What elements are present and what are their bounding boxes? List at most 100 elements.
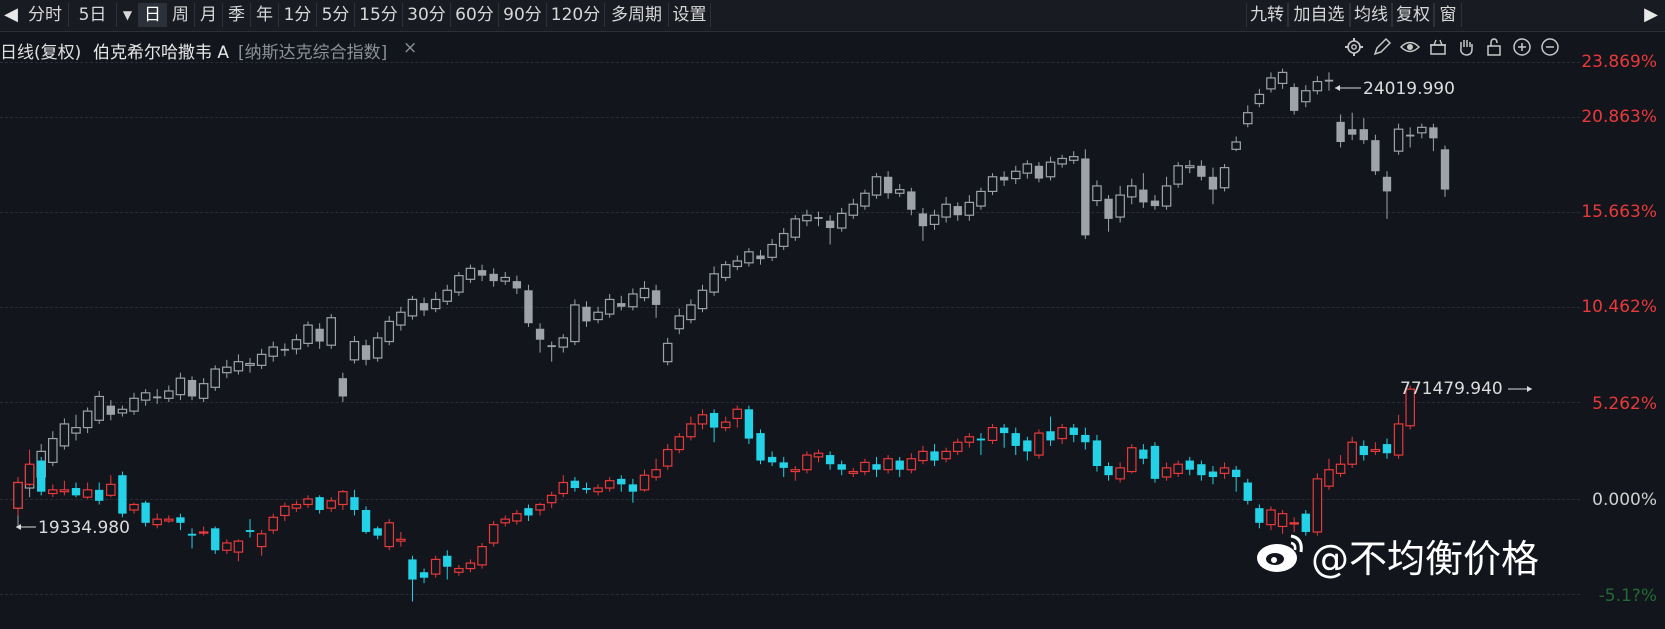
candlestick-chart[interactable] bbox=[0, 60, 1580, 629]
stock-candle-107 bbox=[1255, 504, 1264, 529]
right-toolbar-button-4[interactable]: 窗 bbox=[1434, 3, 1462, 27]
stock-candle-100 bbox=[1173, 460, 1183, 478]
index-candle-55 bbox=[651, 284, 661, 318]
period-button-2[interactable]: 日 bbox=[139, 3, 167, 27]
zoom-out-icon[interactable] bbox=[1539, 36, 1561, 58]
grid-line bbox=[0, 117, 1580, 118]
period-button-11[interactable]: 60分 bbox=[451, 3, 499, 27]
grid-line bbox=[0, 594, 1580, 595]
stock-candle-32 bbox=[384, 519, 395, 551]
stock-candle-108 bbox=[1266, 506, 1276, 531]
index-candle-52 bbox=[617, 295, 626, 311]
basket-icon[interactable] bbox=[1427, 36, 1449, 58]
period-button-8[interactable]: 5分 bbox=[317, 3, 355, 27]
pen-icon[interactable] bbox=[1371, 36, 1393, 58]
stock-candle-64 bbox=[756, 429, 765, 465]
index-candle-27 bbox=[326, 314, 337, 349]
index-candle-86 bbox=[1010, 165, 1021, 185]
period-button-3[interactable]: 周 bbox=[167, 3, 195, 27]
zoom-in-icon[interactable] bbox=[1511, 36, 1533, 58]
period-dropdown-caret-icon[interactable]: ▼ bbox=[117, 3, 139, 27]
stock-candle-81 bbox=[952, 438, 963, 456]
index-candle-12 bbox=[153, 389, 162, 404]
stock-candle-27 bbox=[326, 497, 337, 512]
stock-candle-6 bbox=[82, 482, 93, 499]
index-candle-102 bbox=[1197, 160, 1206, 181]
right-toolbar-button-2[interactable]: 均线 bbox=[1350, 3, 1392, 27]
period-button-5[interactable]: 季 bbox=[223, 3, 251, 27]
index-candle-9 bbox=[117, 405, 128, 417]
index-candle-49 bbox=[582, 301, 591, 327]
period-button-6[interactable]: 年 bbox=[251, 3, 279, 27]
hand-icon[interactable] bbox=[1455, 36, 1477, 58]
exit-arrow-icon[interactable]: ▶ bbox=[1644, 4, 1658, 25]
index-candle-89 bbox=[1045, 156, 1056, 181]
grid-line bbox=[0, 212, 1580, 213]
eye-icon[interactable] bbox=[1399, 36, 1421, 58]
stock-candle-31 bbox=[373, 526, 382, 540]
index-candle-13 bbox=[164, 385, 174, 402]
stock-candle-97 bbox=[1139, 444, 1148, 465]
stock-candle-13 bbox=[164, 515, 174, 523]
stock-candle-65 bbox=[767, 451, 777, 467]
stock-candle-106 bbox=[1243, 478, 1252, 505]
index-candle-38 bbox=[454, 271, 464, 296]
period-button-9[interactable]: 15分 bbox=[355, 3, 403, 27]
period-button-7[interactable]: 1分 bbox=[279, 3, 317, 27]
y-axis-label: 0.000% bbox=[1592, 490, 1657, 510]
period-button-14[interactable]: 多周期 bbox=[605, 3, 669, 27]
period-button-12[interactable]: 90分 bbox=[499, 3, 547, 27]
stock-candle-92 bbox=[1081, 427, 1090, 450]
index-candle-93 bbox=[1092, 180, 1102, 207]
stock-candle-28 bbox=[338, 489, 348, 510]
index-candle-92 bbox=[1081, 149, 1090, 240]
index-candle-72 bbox=[848, 198, 859, 219]
period-button-4[interactable]: 月 bbox=[195, 3, 223, 27]
stock-candle-88 bbox=[1034, 429, 1044, 459]
stock-candle-115 bbox=[1347, 436, 1357, 468]
gear-icon[interactable] bbox=[1343, 36, 1365, 58]
period-button-0[interactable]: 分时 bbox=[22, 3, 69, 27]
stock-candle-1 bbox=[24, 449, 35, 487]
index-candle-64 bbox=[756, 250, 765, 265]
index-candle-65 bbox=[767, 239, 777, 261]
right-toolbar-button-3[interactable]: 复权 bbox=[1392, 3, 1434, 27]
stock-candle-58 bbox=[686, 416, 696, 441]
index-candle-91 bbox=[1068, 151, 1079, 164]
period-button-1[interactable]: 5日 bbox=[69, 3, 117, 27]
stock-candle-67 bbox=[790, 466, 801, 481]
remove-compare-button[interactable]: × bbox=[403, 38, 418, 58]
index-candle-53 bbox=[628, 288, 638, 311]
stock-candle-62 bbox=[732, 405, 743, 428]
stock-candle-103 bbox=[1208, 466, 1218, 485]
stock-candle-86 bbox=[1011, 427, 1020, 456]
stock-candle-41 bbox=[488, 520, 499, 547]
index-candle-82 bbox=[964, 195, 975, 221]
back-arrow-icon[interactable]: ◀ bbox=[4, 4, 18, 25]
index-candle-46 bbox=[547, 341, 556, 362]
index-candle-60 bbox=[709, 266, 719, 296]
stock-candle-119 bbox=[1393, 414, 1404, 459]
period-button-10[interactable]: 30分 bbox=[403, 3, 451, 27]
index-candle-119 bbox=[1393, 123, 1404, 155]
index-candle-28 bbox=[338, 372, 348, 402]
index-candle-95 bbox=[1115, 185, 1125, 223]
index-candle-113 bbox=[1324, 72, 1334, 91]
index-candle-23 bbox=[280, 343, 290, 357]
stock-candle-47 bbox=[558, 475, 569, 498]
index-candle-56 bbox=[662, 337, 673, 366]
period-button-13[interactable]: 120分 bbox=[547, 3, 605, 27]
index-candle-110 bbox=[1290, 83, 1299, 115]
index-candle-62 bbox=[732, 255, 743, 271]
index-candle-107 bbox=[1254, 88, 1265, 108]
period-button-15[interactable]: 设置 bbox=[669, 3, 711, 27]
index-candle-108 bbox=[1266, 72, 1276, 93]
right-toolbar-button-1[interactable]: 加自选 bbox=[1288, 3, 1350, 27]
index-candle-36 bbox=[430, 292, 441, 313]
lock-icon[interactable] bbox=[1483, 36, 1505, 58]
index-candle-41 bbox=[489, 268, 498, 287]
index-low-annotation: 19334.980 bbox=[38, 518, 130, 538]
stock-candle-24 bbox=[291, 500, 302, 512]
right-toolbar-button-0[interactable]: 九转 bbox=[1246, 3, 1288, 27]
index-candle-44 bbox=[524, 284, 533, 327]
